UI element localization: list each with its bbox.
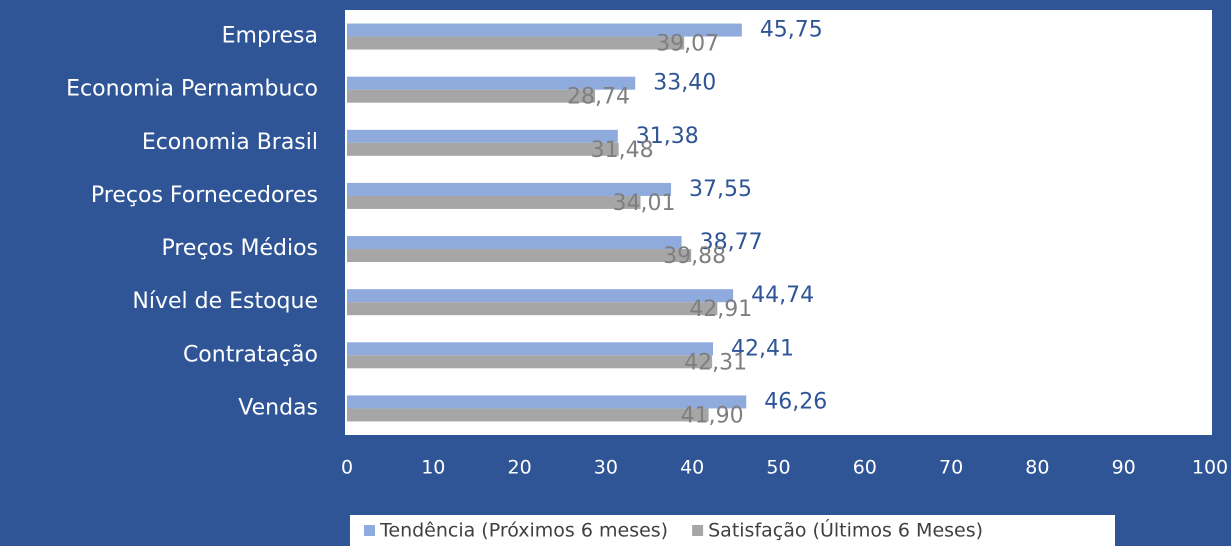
y-tick-label: Preços Médios xyxy=(161,236,318,261)
y-tick-label: Economia Brasil xyxy=(142,130,318,155)
value-label: 34,01 xyxy=(613,191,676,216)
x-tick-label: 10 xyxy=(421,457,445,479)
bar xyxy=(347,129,618,143)
legend-label: Tendência (Próximos 6 meses) xyxy=(379,520,668,542)
bar xyxy=(347,36,685,50)
y-tick-label: Vendas xyxy=(238,395,318,420)
value-label: 33,40 xyxy=(653,71,716,96)
value-label: 39,07 xyxy=(656,32,719,57)
value-label: 42,91 xyxy=(689,297,752,322)
y-tick-label: Preços Fornecedores xyxy=(91,183,318,208)
value-label: 38,77 xyxy=(700,230,763,255)
x-tick-label: 20 xyxy=(508,457,532,479)
x-tick-label: 100 xyxy=(1192,457,1228,479)
value-label: 46,26 xyxy=(764,389,827,414)
bar xyxy=(347,355,713,369)
y-tick-label: Empresa xyxy=(222,24,318,49)
value-label: 28,74 xyxy=(567,85,630,110)
bar xyxy=(347,395,747,409)
value-label: 41,90 xyxy=(681,403,744,428)
y-tick-label: Nível de Estoque xyxy=(132,289,318,314)
value-label: 42,31 xyxy=(684,350,747,375)
legend-label: Satisfação (Últimos 6 Meses) xyxy=(708,518,983,542)
value-label: 39,88 xyxy=(663,244,726,269)
bar xyxy=(347,142,619,156)
bar xyxy=(347,89,596,103)
bar xyxy=(347,408,709,422)
bar xyxy=(347,342,713,356)
value-label: 45,75 xyxy=(760,18,823,43)
value-label: 31,38 xyxy=(636,124,699,149)
value-label: 44,74 xyxy=(751,283,814,308)
x-tick-label: 80 xyxy=(1025,457,1049,479)
x-tick-label: 90 xyxy=(1112,457,1136,479)
x-tick-label: 70 xyxy=(939,457,963,479)
bar xyxy=(347,236,682,250)
x-tick-label: 0 xyxy=(341,457,353,479)
legend-swatch xyxy=(364,525,375,536)
value-label: 42,41 xyxy=(731,336,794,361)
bar xyxy=(347,23,742,37)
bar xyxy=(347,289,734,303)
x-tick-label: 30 xyxy=(594,457,618,479)
bar xyxy=(347,249,692,263)
legend-swatch xyxy=(692,525,704,536)
x-tick-label: 40 xyxy=(680,457,704,479)
bar xyxy=(347,182,672,196)
value-label: 37,55 xyxy=(689,177,752,202)
bar xyxy=(347,302,718,316)
value-label: 31,48 xyxy=(591,138,654,163)
y-tick-label: Contratação xyxy=(183,342,318,367)
plot-area xyxy=(345,10,1212,435)
y-tick-label: Economia Pernambuco xyxy=(66,77,318,102)
legend-box xyxy=(350,515,1115,546)
x-tick-label: 50 xyxy=(766,457,790,479)
x-tick-label: 60 xyxy=(853,457,877,479)
bar xyxy=(347,195,641,209)
bar xyxy=(347,76,636,90)
